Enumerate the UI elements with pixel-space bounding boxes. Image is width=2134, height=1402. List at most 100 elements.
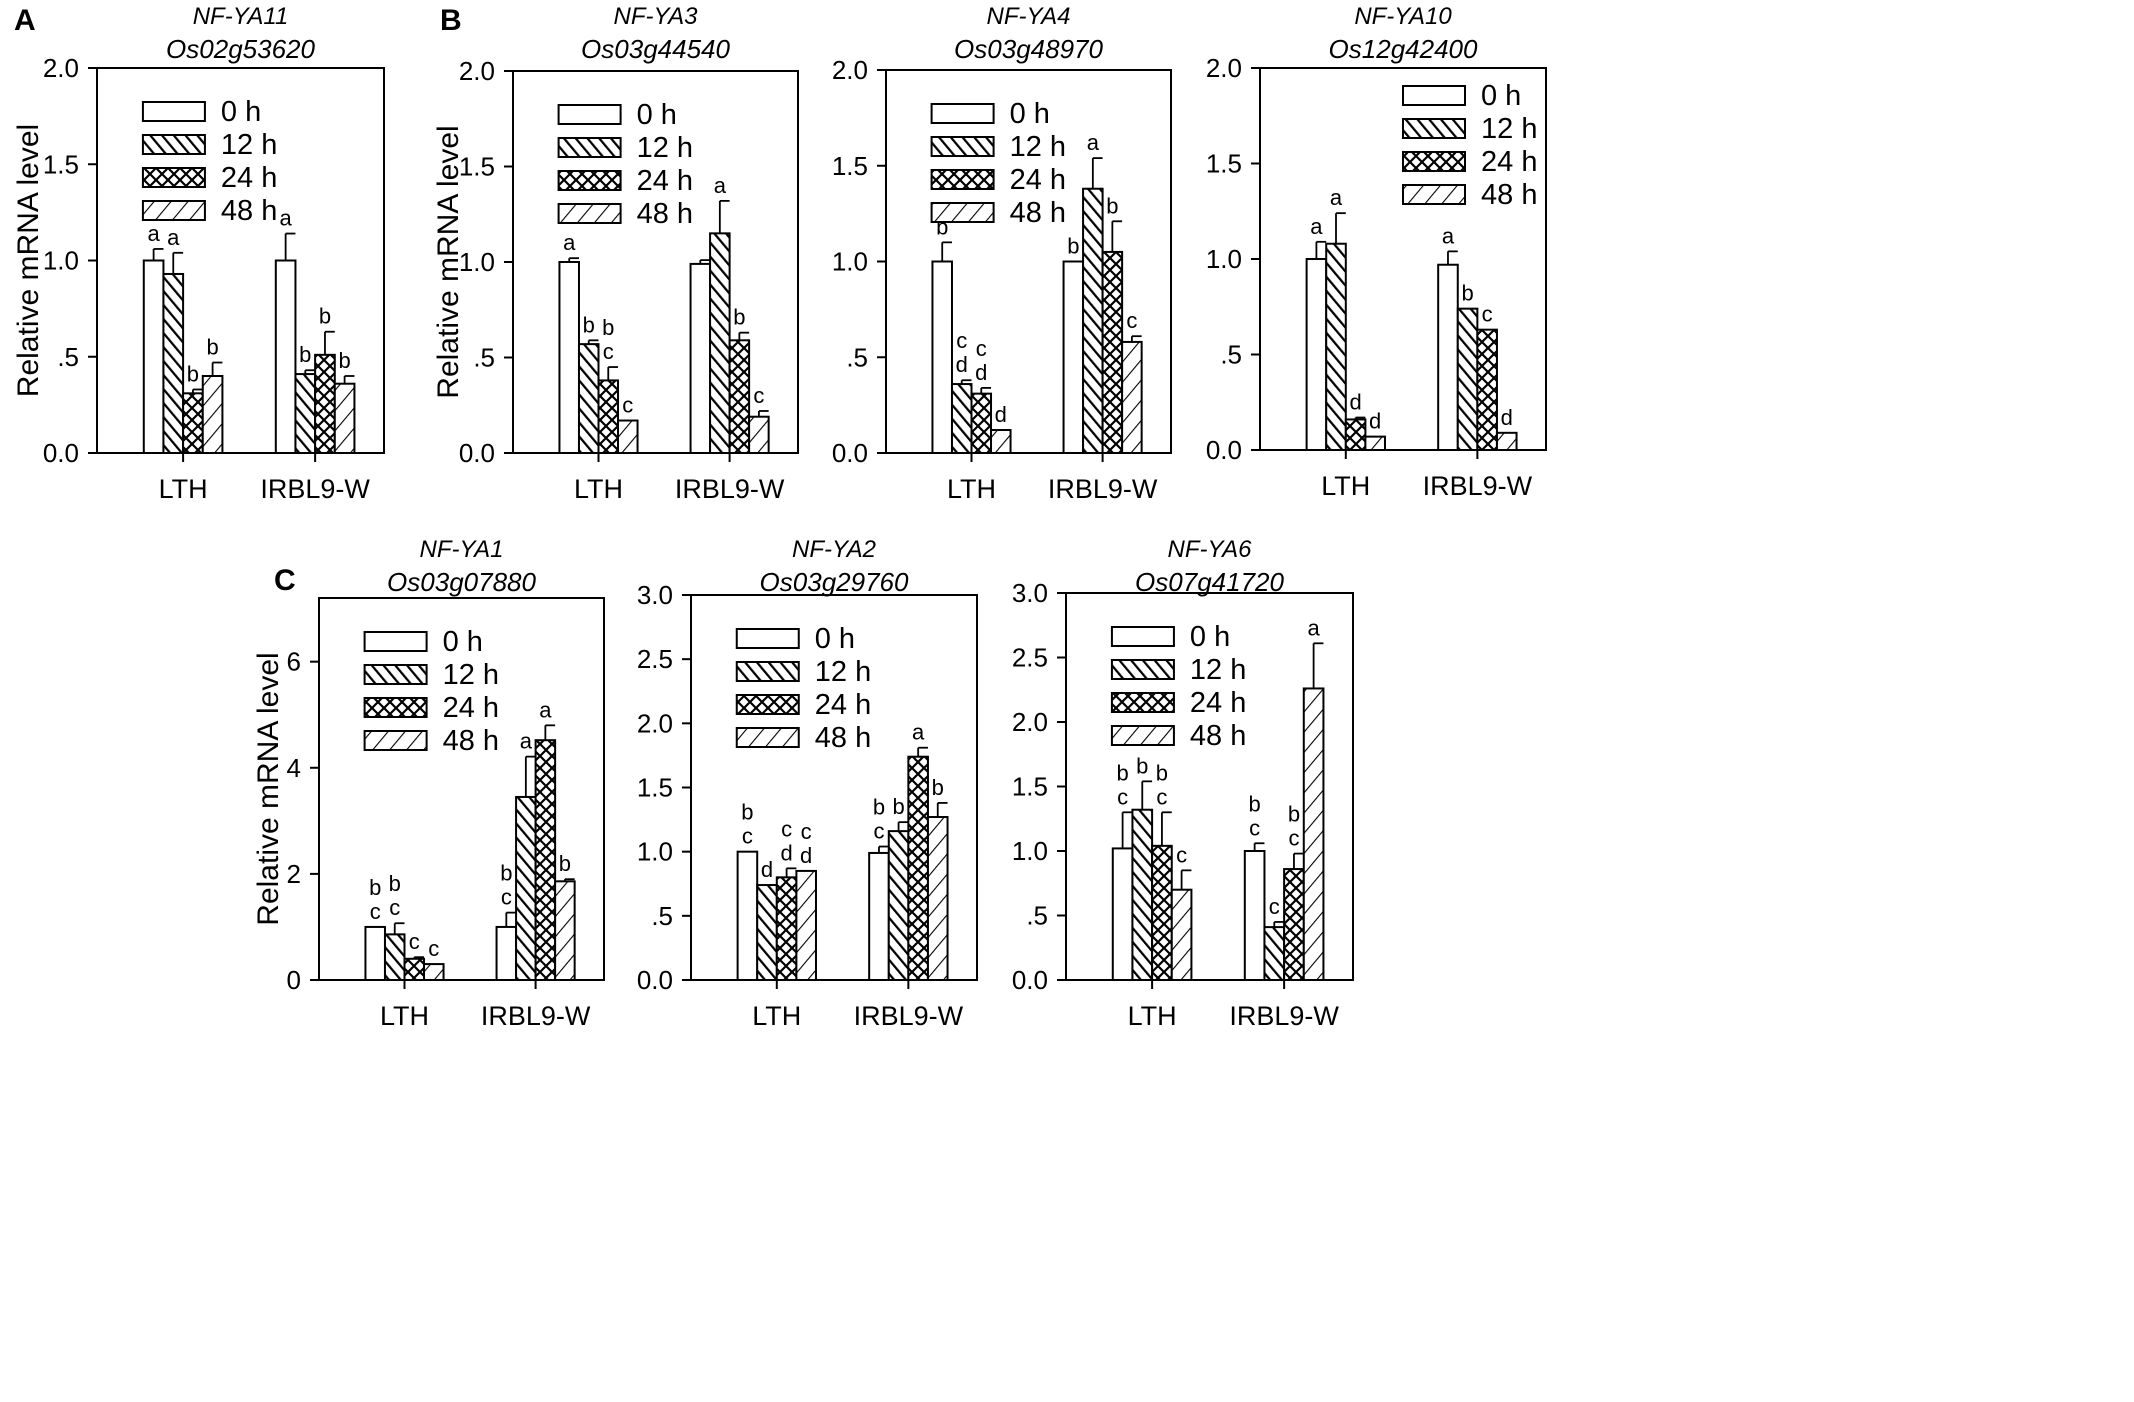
legend-swatch xyxy=(557,170,622,191)
significance-letter: c xyxy=(370,899,381,924)
bar-48h-IRBL9-W xyxy=(554,880,576,981)
bar-0h-LTH xyxy=(364,925,386,982)
bar-24h-LTH xyxy=(403,957,426,981)
significance-letter: c xyxy=(801,819,812,844)
legend-label: 48 h xyxy=(1481,179,1537,211)
bar-24h-IRBL9-W xyxy=(314,353,336,455)
chart-0: A NF-YA11 Os02g53620 0.0 .5 1.0 1.5 2.0 Relative… xyxy=(12,3,385,504)
legend-swatch xyxy=(141,167,206,188)
y-tick-label: .5 xyxy=(473,343,495,373)
y-tick-label: 0.0 xyxy=(637,965,673,995)
bar-0h-LTH xyxy=(931,260,953,454)
significance-letter: b xyxy=(1461,281,1473,306)
legend-label: 48 h xyxy=(221,195,277,227)
significance-letter: a xyxy=(520,729,533,754)
legend-swatch xyxy=(930,169,995,190)
significance-letter: a xyxy=(167,225,180,250)
significance-letter: b xyxy=(1067,234,1079,259)
significance-letter: b xyxy=(319,304,331,329)
significance-letter: c xyxy=(742,824,753,849)
legend-label: 24 h xyxy=(1010,164,1066,196)
bar-12h-IRBL9-W xyxy=(515,795,537,981)
bar-24h-LTH xyxy=(1344,418,1367,452)
significance-letter: b xyxy=(1116,760,1128,785)
y-tick-label: 1.0 xyxy=(1012,836,1048,866)
legend-label: 24 h xyxy=(1481,146,1537,178)
bar-0h-LTH xyxy=(142,259,165,454)
bar-12h-LTH xyxy=(1131,808,1154,981)
significance-letter: a xyxy=(1310,214,1323,239)
legend-swatch xyxy=(1110,659,1175,680)
legend-swatch xyxy=(1110,692,1175,713)
significance-letter: a xyxy=(563,230,576,255)
significance-letter: b xyxy=(583,312,595,337)
bar-24h-IRBL9-W xyxy=(1101,250,1124,454)
chart-title: NF-YA2 xyxy=(792,536,876,563)
significance-letter: b xyxy=(559,851,571,876)
y-tick-label: 2.0 xyxy=(459,56,495,86)
chart-title: NF-YA6 xyxy=(1167,536,1252,563)
bar-48h-IRBL9-W xyxy=(1495,431,1518,451)
legend-label: 24 h xyxy=(443,692,499,724)
significance-letter: b xyxy=(932,775,944,800)
significance-letter: d xyxy=(1501,405,1513,430)
bar-12h-IRBL9-W xyxy=(1082,187,1104,454)
significance-letter: c xyxy=(409,929,420,954)
x-category-label: IRBL9-W xyxy=(854,1001,964,1031)
y-axis-label: Relative mRNA level xyxy=(432,125,465,398)
legend-label: 0 h xyxy=(1481,80,1521,112)
significance-letter: b xyxy=(338,348,350,373)
x-category-label: LTH xyxy=(947,474,996,504)
legend-label: 24 h xyxy=(1190,687,1246,719)
bar-12h-IRBL9-W xyxy=(1456,307,1479,451)
legend-swatch xyxy=(930,202,995,223)
bar-24h-IRBL9-W xyxy=(907,755,929,982)
bar-24h-LTH xyxy=(597,379,620,455)
chart-subtitle: Os03g07880 xyxy=(387,567,536,597)
y-tick-label: 1.5 xyxy=(832,151,868,181)
x-category-label: LTH xyxy=(1321,471,1370,501)
significance-letter: c xyxy=(1156,784,1167,809)
bar-48h-IRBL9-W xyxy=(1121,340,1143,454)
significance-letter: a xyxy=(1087,130,1100,155)
bar-12h-LTH xyxy=(756,884,778,981)
legend-swatch xyxy=(930,136,995,157)
legend-label: 0 h xyxy=(815,623,855,655)
y-tick-label: 0.0 xyxy=(43,438,79,468)
legend-label: 12 h xyxy=(1481,113,1537,145)
significance-letter: a xyxy=(1442,223,1455,248)
legend-swatch xyxy=(1110,725,1175,746)
bar-24h-LTH xyxy=(1151,844,1173,982)
significance-letter: b xyxy=(892,794,904,819)
significance-letter: c xyxy=(976,336,987,361)
legend-swatch xyxy=(557,137,622,158)
chart-subtitle: Os12g42400 xyxy=(1329,34,1478,64)
legend-label: 12 h xyxy=(443,659,499,691)
legend-swatch xyxy=(141,134,206,155)
y-tick-label: 2.5 xyxy=(637,644,673,674)
significance-letter: d xyxy=(956,352,968,377)
bar-48h-LTH xyxy=(1364,435,1386,452)
panel-letter: C xyxy=(274,564,296,597)
bar-24h-LTH xyxy=(775,876,798,981)
legend-swatch xyxy=(141,101,206,122)
significance-letter: b xyxy=(733,305,745,330)
y-tick-label: 1.5 xyxy=(1206,149,1242,179)
significance-letter: a xyxy=(147,221,160,246)
significance-letter: b xyxy=(187,361,199,386)
legend-swatch xyxy=(1402,184,1466,205)
bar-12h-IRBL9-W xyxy=(887,830,910,982)
x-category-label: IRBL9-W xyxy=(260,474,370,504)
x-category-label: IRBL9-W xyxy=(1229,1001,1339,1031)
y-tick-label: .5 xyxy=(57,342,79,372)
legend-label: 48 h xyxy=(1190,720,1246,752)
panel-letter: A xyxy=(14,4,36,37)
y-tick-label: .5 xyxy=(651,901,673,931)
bar-12h-IRBL9-W xyxy=(709,232,731,454)
y-tick-label: 0.0 xyxy=(459,438,495,468)
legend-swatch xyxy=(363,631,428,652)
legend-swatch xyxy=(1402,85,1466,106)
significance-letter: a xyxy=(539,697,552,722)
significance-letter: d xyxy=(780,840,792,865)
